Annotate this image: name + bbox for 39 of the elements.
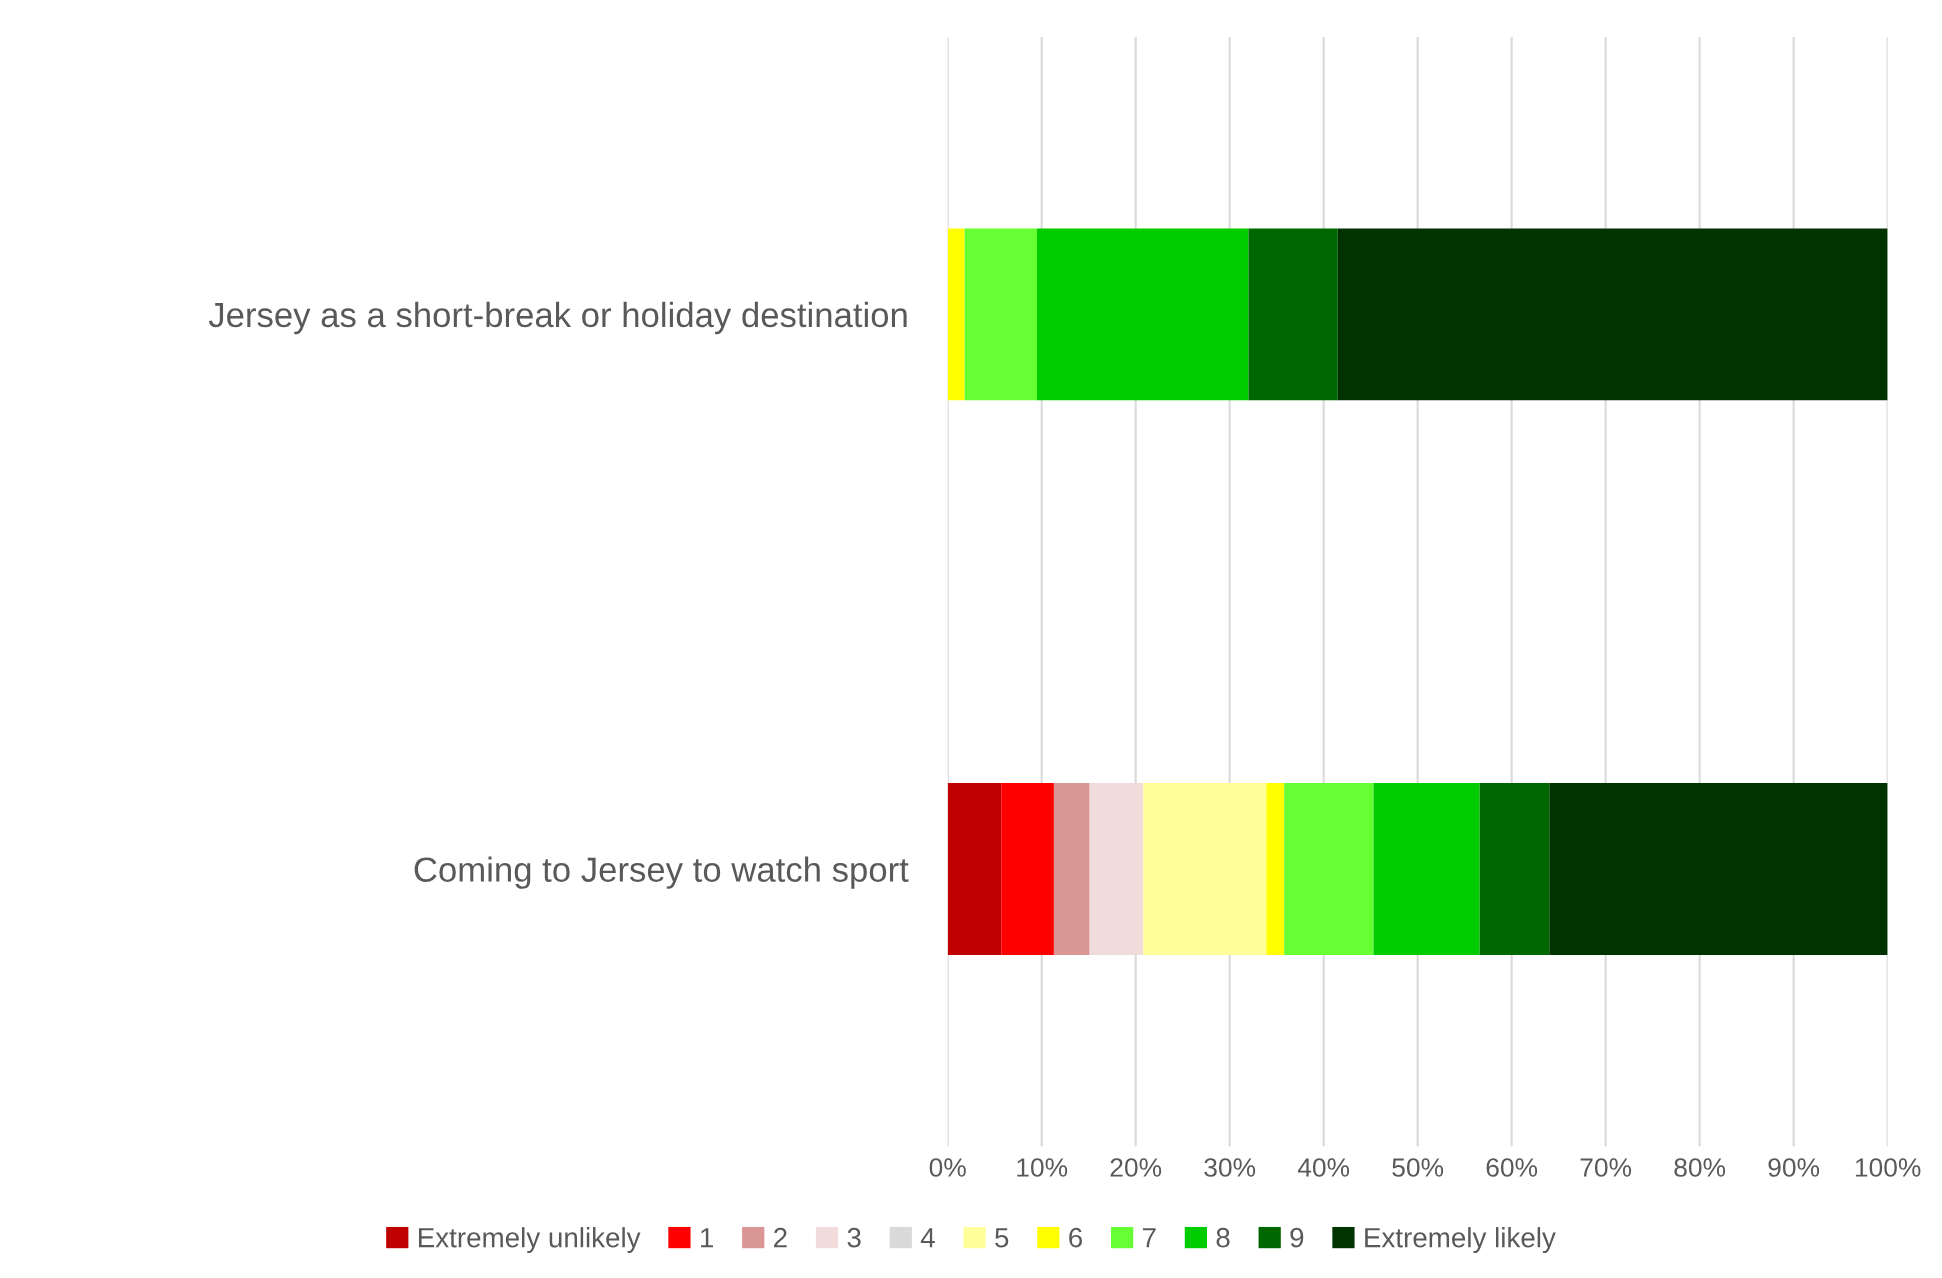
bar: [1089, 783, 1144, 956]
x-tick-label: 90%: [1768, 1158, 1820, 1177]
bar: [1284, 783, 1374, 956]
bar: [1036, 228, 1249, 401]
x-tick-label: 20%: [1110, 1158, 1162, 1177]
bar: [947, 783, 1002, 956]
bar: [1053, 783, 1090, 956]
x-tick-label: 80%: [1674, 1158, 1726, 1177]
legend-label: 5: [995, 1228, 1009, 1248]
legend-label: 7: [1142, 1228, 1156, 1248]
x-tick-label: 100%: [1855, 1158, 1921, 1177]
legend-label: 3: [847, 1227, 861, 1248]
legend-label: Extremely unlikely: [419, 1227, 641, 1253]
bar: [1001, 783, 1054, 956]
legend-label: 4: [920, 1228, 935, 1248]
x-tick-label: 0%: [929, 1158, 966, 1177]
bar: [947, 228, 965, 401]
x-tick-label: 70%: [1580, 1158, 1632, 1177]
legend-label: 1: [701, 1228, 713, 1248]
bar: [1479, 783, 1550, 956]
bar: [1337, 228, 1888, 401]
legend-label: 6: [1069, 1227, 1083, 1248]
bar: [1373, 783, 1480, 956]
bar: [1266, 783, 1285, 956]
bar: [1549, 783, 1888, 956]
x-tick-label: 30%: [1204, 1158, 1256, 1177]
bar: [964, 228, 1037, 401]
legend-label: 8: [1216, 1227, 1230, 1248]
x-tick-label: 50%: [1392, 1158, 1444, 1177]
x-tick-label: 60%: [1486, 1158, 1538, 1177]
bar: [1143, 783, 1267, 956]
x-tick-label: 40%: [1297, 1158, 1350, 1177]
legend-label: Extremely likely: [1365, 1227, 1556, 1253]
y-tick-label: Coming to Jersey to watch sport: [414, 856, 909, 889]
legend-label: 2: [774, 1227, 787, 1248]
bar: [1248, 228, 1338, 401]
x-tick-label: 10%: [1017, 1158, 1068, 1177]
y-tick-label: Jersey as a short-break or holiday destination: [208, 301, 907, 335]
legend-label: 9: [1290, 1227, 1304, 1248]
